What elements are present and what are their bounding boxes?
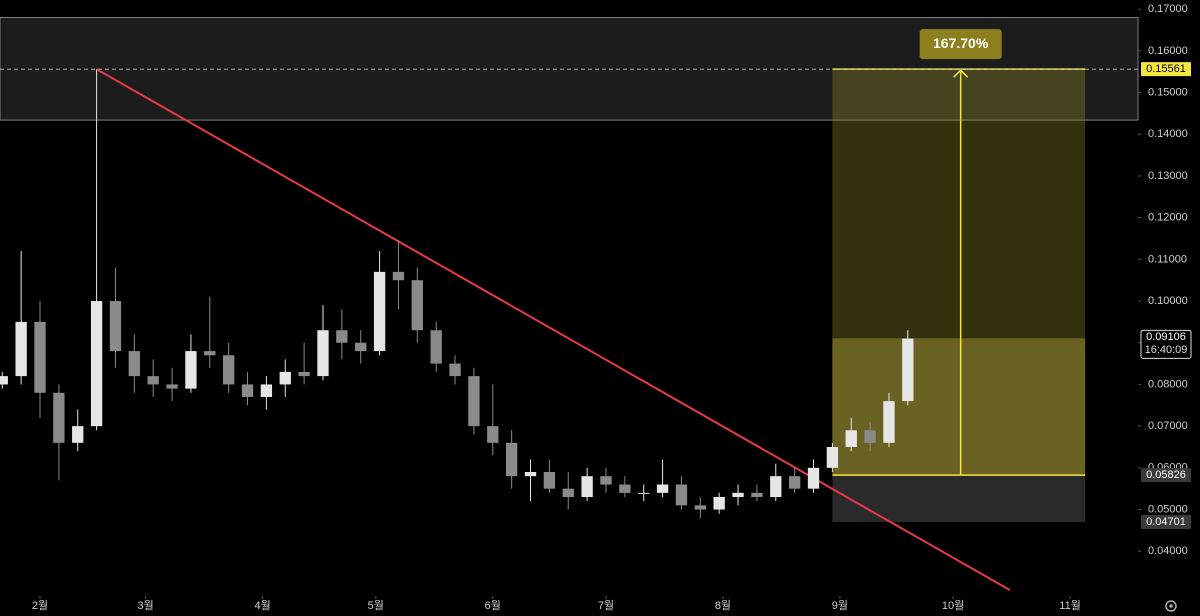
x-tick-label: 5월	[368, 599, 384, 612]
y-tick-label: 0.14000	[1148, 128, 1188, 140]
candle-body	[109, 301, 122, 352]
x-tick-label: 3월	[138, 599, 154, 612]
gain-label: 167.70%	[933, 35, 989, 51]
target-tag-box	[1141, 62, 1191, 77]
trendline	[96, 68, 1011, 591]
candle-body	[468, 376, 480, 427]
candle-body	[487, 426, 499, 443]
candle-body	[185, 351, 197, 389]
candle-body	[241, 384, 254, 397]
candle-body	[72, 426, 84, 443]
progress-zone	[832, 338, 1086, 476]
candle-body	[562, 488, 574, 498]
candle-body	[713, 497, 725, 510]
y-tick-label: 0.17000	[1148, 3, 1188, 15]
candle-body	[807, 467, 820, 489]
candle-body	[543, 472, 556, 489]
candle-body	[260, 384, 273, 397]
candle-body	[53, 392, 65, 443]
candle-body	[392, 271, 405, 281]
stop-zone	[832, 475, 1086, 522]
y-tick-label: 0.13000	[1148, 170, 1188, 182]
candle-body	[15, 321, 27, 377]
candle-body	[826, 446, 839, 468]
stop-tag: 0.04701	[1141, 514, 1191, 529]
x-tick-label: 4월	[254, 599, 270, 612]
candle-body	[0, 376, 8, 385]
gain-label-box	[919, 29, 1002, 60]
countdown: 16:40:09	[1145, 344, 1188, 356]
candle-body	[638, 492, 650, 494]
x-tick-label: 11월	[1059, 599, 1081, 612]
y-tick-label: 0.05000	[1148, 503, 1188, 515]
candle-body	[430, 330, 442, 364]
y-tick-label: 0.04000	[1148, 545, 1188, 557]
entry-tag-text: 0.05826	[1146, 469, 1186, 481]
x-tick-label: 7월	[598, 599, 614, 612]
y-tick-label: 0.10000	[1148, 295, 1188, 307]
candle-body	[317, 330, 329, 377]
candle-body	[770, 476, 782, 498]
candle-body	[411, 280, 423, 331]
candle-body	[449, 363, 461, 377]
target-tag: 0.15561	[1141, 62, 1191, 77]
y-tick-label: 0.16000	[1148, 45, 1188, 57]
x-tick-label: 2월	[32, 599, 48, 612]
x-tick-label: 8월	[715, 599, 731, 612]
candle-body	[751, 492, 763, 498]
candle-body	[355, 342, 367, 352]
target-zone	[832, 69, 1086, 476]
candle-body	[222, 355, 235, 385]
stop-tag-text: 0.04701	[1146, 516, 1186, 528]
candle-body	[619, 484, 631, 493]
last-price-box	[1140, 329, 1192, 359]
candle-body	[788, 476, 801, 489]
y-tick-label: 0.07000	[1148, 420, 1188, 432]
arrow-head	[953, 69, 969, 78]
x-tick-label: 10월	[942, 599, 964, 612]
last-price: 0.09106	[1146, 331, 1186, 343]
candle-body	[373, 271, 386, 352]
candle-body	[34, 321, 46, 393]
entry-tag-box	[1141, 468, 1191, 483]
candle-body	[279, 371, 291, 385]
candle-body	[581, 476, 593, 498]
candle-body	[204, 351, 216, 356]
x-tick-label: 6월	[485, 599, 501, 612]
candle-body	[524, 472, 537, 477]
candle-body	[656, 484, 669, 493]
candle-body	[883, 401, 895, 443]
y-tick-label: 0.11000	[1148, 253, 1187, 265]
stop-tag-box	[1141, 514, 1191, 529]
x-tick-label: 9월	[832, 599, 848, 612]
candle-body	[147, 376, 159, 385]
settings-icon[interactable]	[1165, 600, 1177, 612]
candle-body	[600, 476, 612, 485]
candle-body	[732, 492, 744, 498]
candle-body	[694, 505, 706, 510]
candle-body	[902, 338, 914, 402]
candle-body	[864, 430, 876, 443]
candle-body	[675, 484, 688, 506]
candle-body	[90, 301, 103, 427]
entry-tag: 0.05826	[1141, 468, 1191, 483]
target-tag-text: 0.15561	[1146, 63, 1186, 75]
candle-body	[298, 371, 310, 377]
candle-body	[166, 384, 178, 389]
y-tick-label: 0.08000	[1148, 378, 1188, 390]
y-tick-label: 0.15000	[1148, 86, 1188, 98]
candle-body	[336, 330, 348, 343]
candle-body	[505, 442, 518, 477]
y-tick-label: 0.12000	[1148, 212, 1188, 224]
candle-body	[128, 351, 140, 377]
candle-body	[845, 430, 857, 447]
